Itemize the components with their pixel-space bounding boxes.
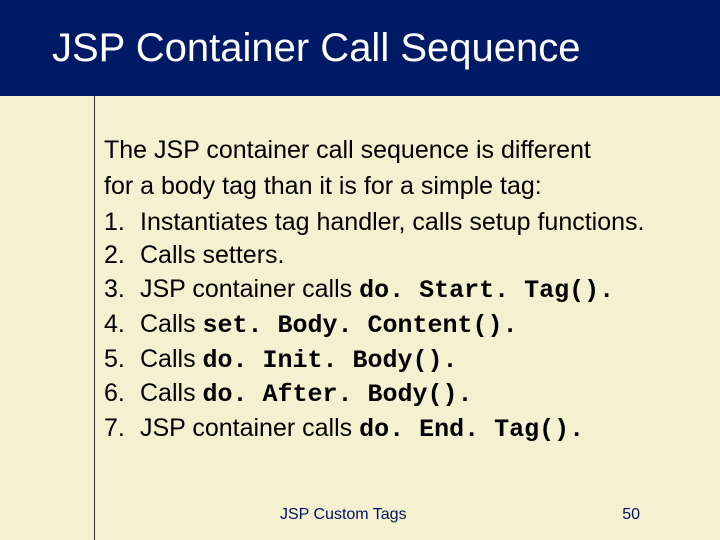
step-item: Calls set. Body. Content().: [104, 308, 700, 343]
slide-title: JSP Container Call Sequence: [52, 26, 580, 71]
step-text: Calls: [140, 345, 203, 373]
step-code: do. Start. Tag().: [359, 276, 614, 305]
step-text: Instantiates tag handler, calls setup fu…: [140, 208, 644, 236]
step-item: Calls setters.: [104, 239, 700, 273]
step-code: do. Init. Body().: [203, 346, 458, 375]
step-text: JSP container calls: [140, 275, 359, 303]
step-text: Calls setters.: [140, 241, 284, 269]
step-text: JSP container calls: [140, 414, 359, 442]
step-text: Calls: [140, 310, 203, 338]
intro-line-1: The JSP container call sequence is diffe…: [104, 134, 700, 168]
intro-line-2: for a body tag than it is for a simple t…: [104, 170, 700, 204]
slide-header: JSP Container Call Sequence: [0, 0, 720, 96]
step-item: Calls do. After. Body().: [104, 377, 700, 412]
page-number: 50: [622, 506, 640, 524]
slide-footer: JSP Custom Tags 50: [0, 506, 720, 524]
slide-body: The JSP container call sequence is diffe…: [104, 134, 700, 447]
step-item: Instantiates tag handler, calls setup fu…: [104, 206, 700, 240]
vertical-rule: [94, 96, 95, 540]
step-text: Calls: [140, 379, 203, 407]
step-item: JSP container calls do. Start. Tag().: [104, 273, 700, 308]
footer-label: JSP Custom Tags: [280, 506, 407, 524]
step-code: do. After. Body().: [203, 380, 473, 409]
step-item: JSP container calls do. End. Tag().: [104, 412, 700, 447]
step-code: set. Body. Content().: [203, 311, 518, 340]
step-list: Instantiates tag handler, calls setup fu…: [104, 206, 700, 447]
step-item: Calls do. Init. Body().: [104, 343, 700, 378]
step-code: do. End. Tag().: [359, 415, 584, 444]
